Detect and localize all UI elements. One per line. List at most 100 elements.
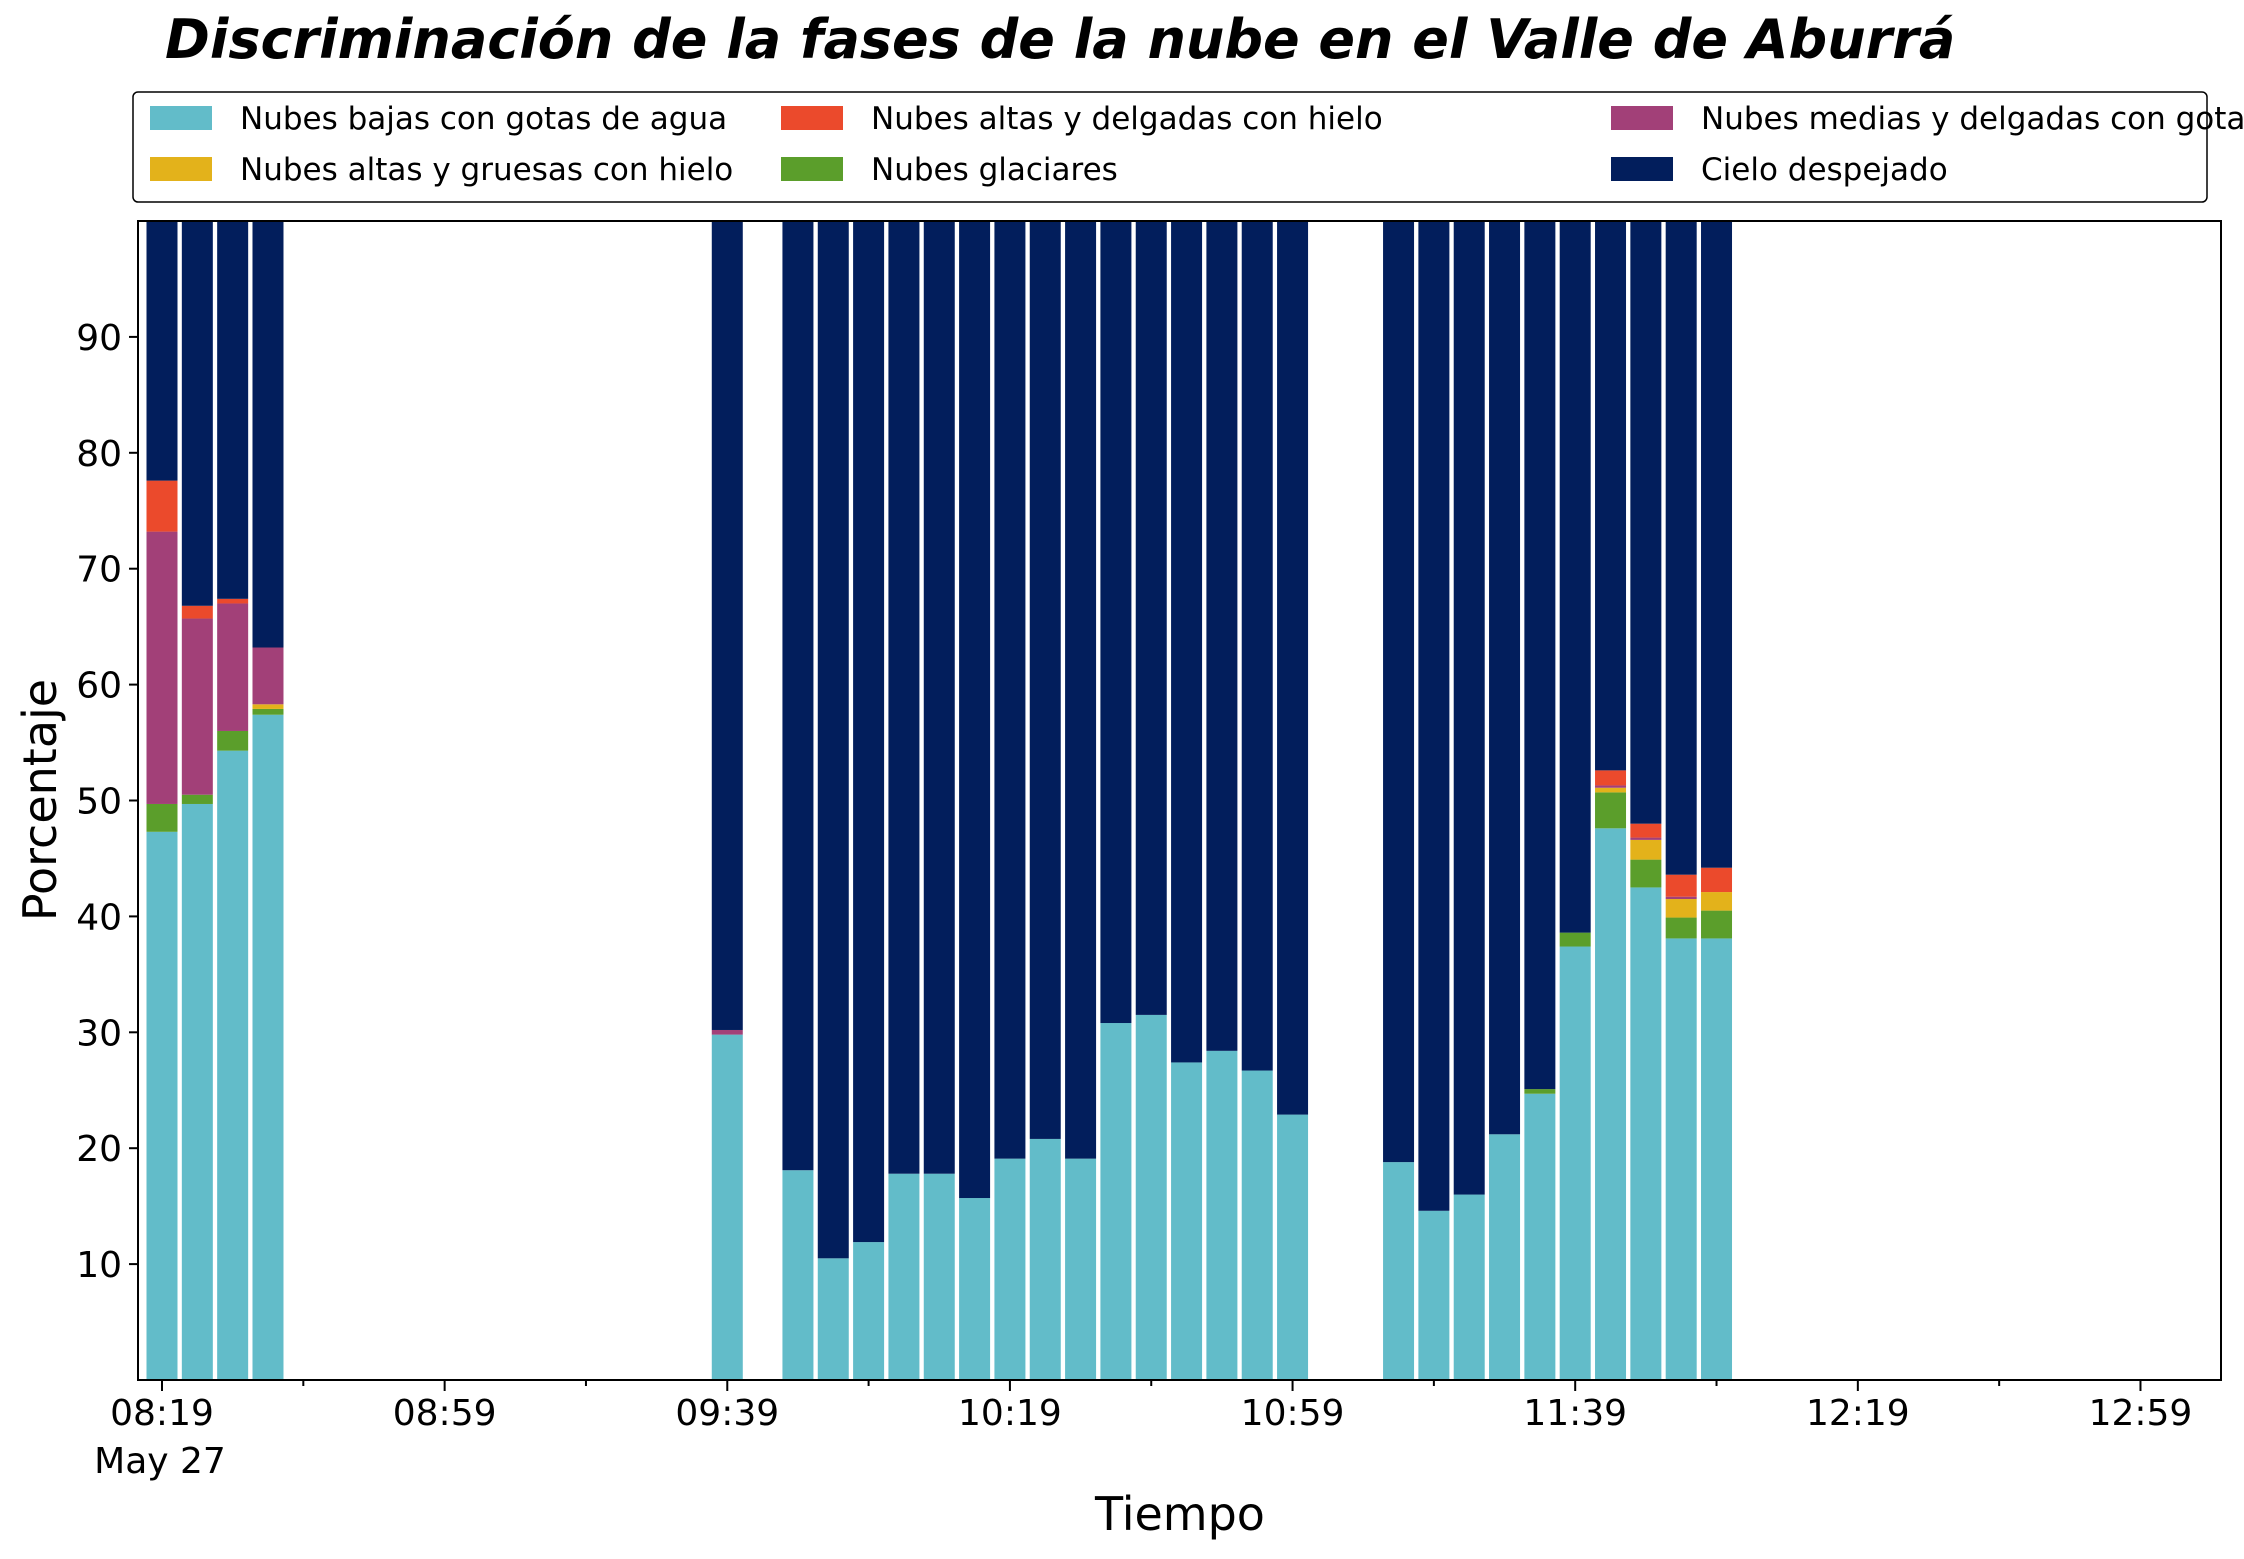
- bar-segment-nubes-bajas-con-gotas-de-agua: [1065, 1158, 1097, 1380]
- x-tick-label: 09:39: [675, 1393, 779, 1434]
- bar-0824: [181, 221, 213, 1380]
- x-tick-label: 08:59: [393, 1393, 497, 1434]
- bar-segment-nubes-bajas-con-gotas-de-agua: [1206, 1050, 1238, 1380]
- bar-segment-nubes-medias-y-delgadas-con-gotas-de-agua: [711, 1029, 743, 1035]
- plot-area: 10 20 30 40 50 60 70 80 90 08:19 08:59 09:39 10:19 1…: [76, 220, 2222, 1434]
- bar-0949: [782, 221, 814, 1380]
- bar-segment-nubes-glaciares: [1524, 1089, 1556, 1094]
- legend-item-nubes-altas-y-delgadas-con-hielo: Nubes altas y delgadas con hielo: [781, 101, 1383, 137]
- bar-1014: [959, 221, 991, 1380]
- y-axis-label: Porcentaje: [13, 679, 67, 921]
- bar-segment-nubes-bajas-con-gotas-de-agua: [1665, 938, 1697, 1380]
- bar-segment-nubes-medias-y-delgadas-con-gotas-de-agua: [217, 603, 249, 731]
- y-tick-label: 80: [76, 434, 122, 475]
- bar-segment-cielo-despejado: [1100, 221, 1132, 1024]
- bar-segment-cielo-despejado: [1701, 221, 1733, 868]
- legend-label: Nubes glaciares: [871, 152, 1118, 188]
- bar-segment-nubes-glaciares: [1630, 859, 1662, 888]
- bar-segment-nubes-medias-y-delgadas-con-gotas-de-agua: [1630, 837, 1662, 840]
- bar-segment-nubes-glaciares: [1595, 792, 1627, 829]
- bar-segment-nubes-medias-y-delgadas-con-gotas-de-agua: [252, 647, 284, 705]
- legend-label: Nubes altas y delgadas con hielo: [871, 101, 1383, 137]
- legend-swatch: [781, 157, 843, 181]
- bar-segment-nubes-altas-y-gruesas-con-hielo: [252, 704, 284, 709]
- bar-segment-cielo-despejado: [146, 221, 178, 481]
- bar-segment-nubes-altas-y-delgadas-con-hielo: [1701, 867, 1733, 893]
- legend-swatch: [150, 157, 212, 181]
- x-tick-label: 08:19: [110, 1393, 214, 1434]
- bar-segment-cielo-despejado: [1241, 221, 1273, 1071]
- bar-1004: [888, 221, 920, 1380]
- bar-1154: [1665, 221, 1697, 1380]
- bar-segment-cielo-despejado: [1383, 221, 1415, 1163]
- bar-1114: [1383, 221, 1415, 1380]
- bar-segment-nubes-bajas-con-gotas-de-agua: [1100, 1023, 1132, 1380]
- bar-0939: [711, 221, 743, 1380]
- bar-segment-cielo-despejado: [1595, 221, 1627, 771]
- legend-label: Cielo despejado: [1701, 152, 1948, 188]
- y-tick-label: 60: [76, 666, 122, 707]
- bar-segment-nubes-bajas-con-gotas-de-agua: [1630, 887, 1662, 1380]
- x-date-label: May 27: [94, 1441, 226, 1482]
- bar-segment-nubes-medias-y-delgadas-con-gotas-de-agua: [1665, 896, 1697, 900]
- bar-segment-nubes-bajas-con-gotas-de-agua: [181, 803, 213, 1380]
- bar-segment-cielo-despejado: [1559, 221, 1591, 933]
- y-tick-label: 20: [76, 1129, 122, 1170]
- bar-0834: [252, 221, 284, 1380]
- bar-segment-nubes-glaciares: [1665, 917, 1697, 939]
- bar-segment-cielo-despejado: [1453, 221, 1485, 1195]
- bar-segment-nubes-altas-y-delgadas-con-hielo: [217, 598, 249, 604]
- bar-1034: [1100, 221, 1132, 1380]
- bar-segment-nubes-bajas-con-gotas-de-agua: [1418, 1210, 1450, 1380]
- bar-1009: [923, 221, 955, 1380]
- legend-label: Nubes altas y gruesas con hielo: [240, 152, 733, 188]
- bar-segment-nubes-bajas-con-gotas-de-agua: [711, 1034, 743, 1380]
- legend-label: Nubes bajas con gotas de agua: [240, 101, 727, 137]
- bar-segment-nubes-altas-y-gruesas-con-hielo: [1701, 892, 1733, 911]
- bar-segment-nubes-glaciares: [146, 803, 178, 832]
- bar-segment-nubes-bajas-con-gotas-de-agua: [1595, 828, 1627, 1380]
- bar-1054: [1241, 221, 1273, 1380]
- bar-segment-nubes-bajas-con-gotas-de-agua: [217, 750, 249, 1380]
- bar-segment-nubes-bajas-con-gotas-de-agua: [1241, 1070, 1273, 1380]
- legend-swatch: [781, 106, 843, 130]
- bar-segment-nubes-altas-y-delgadas-con-hielo: [1595, 770, 1627, 786]
- bar-segment-nubes-bajas-con-gotas-de-agua: [1489, 1134, 1521, 1380]
- bar-segment-nubes-bajas-con-gotas-de-agua: [1029, 1138, 1061, 1380]
- bar-1059: [1277, 221, 1309, 1380]
- bar-segment-nubes-medias-y-delgadas-con-gotas-de-agua: [1595, 785, 1627, 788]
- bar-segment-cielo-despejado: [252, 221, 284, 648]
- bar-1159: [1701, 221, 1733, 1380]
- bar-segment-cielo-despejado: [1418, 221, 1450, 1211]
- bar-segment-nubes-glaciares: [1701, 910, 1733, 939]
- bar-segment-nubes-glaciares: [181, 794, 213, 804]
- bar-1029: [1065, 221, 1097, 1380]
- bar-segment-nubes-altas-y-delgadas-con-hielo: [1630, 823, 1662, 838]
- bar-segment-cielo-despejado: [1524, 221, 1556, 1090]
- bar-segment-nubes-bajas-con-gotas-de-agua: [1171, 1062, 1203, 1380]
- bar-segment-nubes-bajas-con-gotas-de-agua: [146, 831, 178, 1380]
- bar-segment-cielo-despejado: [1065, 221, 1097, 1159]
- bar-1044: [1171, 221, 1203, 1380]
- bar-1139: [1559, 221, 1591, 1380]
- x-axis-label: Tiempo: [1094, 1487, 1265, 1541]
- bar-segment-nubes-bajas-con-gotas-de-agua: [1524, 1093, 1556, 1380]
- bar-1049: [1206, 221, 1238, 1380]
- x-tick-label: 12:59: [2089, 1393, 2193, 1434]
- bar-segment-nubes-bajas-con-gotas-de-agua: [1453, 1194, 1485, 1380]
- bar-segment-cielo-despejado: [853, 221, 885, 1243]
- bar-segment-nubes-altas-y-gruesas-con-hielo: [1630, 839, 1662, 860]
- legend-swatch: [150, 106, 212, 130]
- legend-item-nubes-medias-y-delgadas-con-gotas-de-agua: Nubes medias y delgadas con gotas de agu…: [1611, 101, 2244, 137]
- bar-segment-cielo-despejado: [994, 221, 1026, 1159]
- bar-0959: [853, 221, 885, 1380]
- legend-swatch: [1611, 106, 1673, 130]
- legend-item-nubes-bajas-con-gotas-de-agua: Nubes bajas con gotas de agua: [150, 101, 727, 137]
- bar-segment-cielo-despejado: [1171, 221, 1203, 1063]
- bar-segment-nubes-glaciares: [252, 708, 284, 715]
- bar-segment-cielo-despejado: [782, 221, 814, 1171]
- y-tick-label: 70: [76, 550, 122, 591]
- y-tick-label: 50: [76, 782, 122, 823]
- legend: Nubes bajas con gotas de agua Nubes altas…: [132, 91, 2244, 203]
